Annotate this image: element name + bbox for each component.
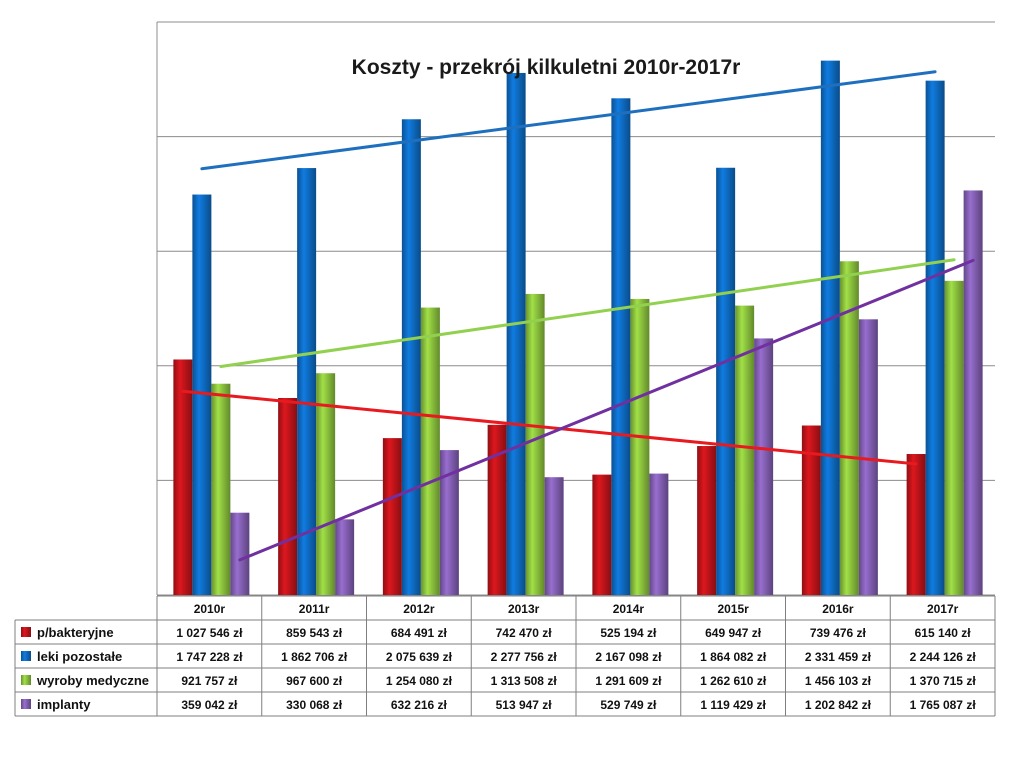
bar-implanty-2010r [230, 512, 250, 595]
bar-leki-pozosta-e-2014r [611, 98, 631, 595]
bar-p-bakteryjne-2017r [906, 454, 926, 595]
value-label: 649 947 zł [705, 626, 762, 640]
bar-wyroby-medyczne-2013r [525, 293, 545, 595]
bar-implanty-2011r [335, 519, 355, 595]
category-label: 2016r [822, 602, 854, 616]
bar-p-bakteryjne-2013r [487, 424, 507, 595]
value-label: 1 027 546 zł [176, 626, 243, 640]
value-label: 684 491 zł [391, 626, 448, 640]
bar-wyroby-medyczne-2015r [735, 305, 755, 595]
bar-wyroby-medyczne-2016r [839, 261, 859, 595]
category-label: 2017r [927, 602, 959, 616]
bar-p-bakteryjne-2011r [278, 397, 298, 595]
category-label: 2011r [299, 602, 330, 616]
bar-wyroby-medyczne-2014r [630, 298, 650, 595]
bar-leki-pozosta-e-2012r [401, 119, 421, 595]
value-label: 742 470 zł [496, 626, 553, 640]
value-label: 967 600 zł [286, 674, 343, 688]
value-label: 1 456 103 zł [805, 674, 872, 688]
value-label: 1 291 609 zł [595, 674, 662, 688]
value-label: 632 216 zł [391, 698, 448, 712]
value-label: 330 068 zł [286, 698, 343, 712]
trendline-implanty [238, 258, 975, 562]
trendline-wyroby-medyczne [219, 258, 956, 369]
bar-wyroby-medyczne-2010r [211, 383, 231, 595]
bar-wyroby-medyczne-2017r [944, 280, 964, 595]
bar-leki-pozosta-e-2015r [716, 167, 736, 595]
data-table: 2010r 2011r 2012r 2013r 2014r 2015r 2016r 2017r… [14, 595, 996, 717]
category-label: 2012r [403, 602, 435, 616]
value-label: 1 370 715 zł [910, 674, 977, 688]
value-label: 529 749 zł [600, 698, 657, 712]
value-label: 1 864 082 zł [700, 650, 767, 664]
value-label: 1 202 842 zł [805, 698, 872, 712]
legend-key-implanty [21, 699, 31, 709]
value-label: 2 075 639 zł [386, 650, 453, 664]
bar-implanty-2015r [754, 338, 774, 595]
series-label: wyroby medyczne [36, 673, 149, 688]
bar-p-bakteryjne-2010r [173, 359, 193, 595]
value-label: 1 254 080 zł [386, 674, 453, 688]
bars-layer [173, 60, 983, 596]
value-label: 2 167 098 zł [595, 650, 662, 664]
series-label: leki pozostałe [37, 649, 122, 664]
value-label: 2 244 126 zł [910, 650, 977, 664]
bar-implanty-2013r [544, 477, 564, 595]
value-label: 859 543 zł [286, 626, 343, 640]
value-label: 1 119 429 zł [700, 698, 766, 712]
value-label: 359 042 zł [181, 698, 238, 712]
bar-wyroby-medyczne-2012r [420, 307, 440, 595]
legend-key-p-bakteryjne [21, 627, 31, 637]
bar-leki-pozosta-e-2013r [506, 72, 526, 595]
bar-wyroby-medyczne-2011r [316, 373, 336, 595]
bar-implanty-2012r [439, 450, 459, 595]
series-label: implanty [37, 697, 91, 712]
category-label: 2015r [717, 602, 749, 616]
bar-p-bakteryjne-2012r [382, 438, 402, 595]
value-label: 2 331 459 zł [805, 650, 872, 664]
value-label: 1 765 087 zł [910, 698, 977, 712]
value-label: 525 194 zł [600, 626, 657, 640]
bar-leki-pozosta-e-2016r [820, 60, 840, 596]
trendlines-layer [181, 70, 975, 562]
legend-key-leki-pozosta-e [21, 651, 31, 661]
value-label: 513 947 zł [496, 698, 553, 712]
bar-leki-pozosta-e-2010r [192, 194, 212, 595]
chart-title: Koszty - przekrój kilkuletni 2010r-2017r [352, 56, 741, 79]
value-label: 2 277 756 zł [491, 650, 558, 664]
category-label: 2014r [613, 602, 645, 616]
bar-leki-pozosta-e-2017r [925, 80, 945, 596]
bar-p-bakteryjne-2015r [697, 446, 717, 595]
trendline-leki-pozosta-e [200, 70, 937, 171]
category-label: 2010r [194, 602, 226, 616]
value-label: 1 747 228 zł [176, 650, 243, 664]
value-label: 1 313 508 zł [491, 674, 558, 688]
value-label: 1 862 706 zł [281, 650, 348, 664]
value-label: 921 757 zł [181, 674, 238, 688]
value-label: 615 140 zł [915, 626, 972, 640]
bar-implanty-2016r [858, 319, 878, 595]
bar-implanty-2017r [963, 190, 983, 595]
value-label: 1 262 610 zł [700, 674, 767, 688]
bar-p-bakteryjne-2014r [592, 474, 612, 595]
series-label: p/bakteryjne [37, 625, 114, 640]
category-label: 2013r [508, 602, 540, 616]
legend-key-wyroby-medyczne [21, 675, 31, 685]
bar-p-bakteryjne-2016r [801, 425, 821, 595]
bar-leki-pozosta-e-2011r [297, 168, 317, 595]
bar-implanty-2014r [649, 473, 669, 595]
trendline-p-bakteryjne [181, 389, 918, 466]
value-label: 739 476 zł [810, 626, 867, 640]
